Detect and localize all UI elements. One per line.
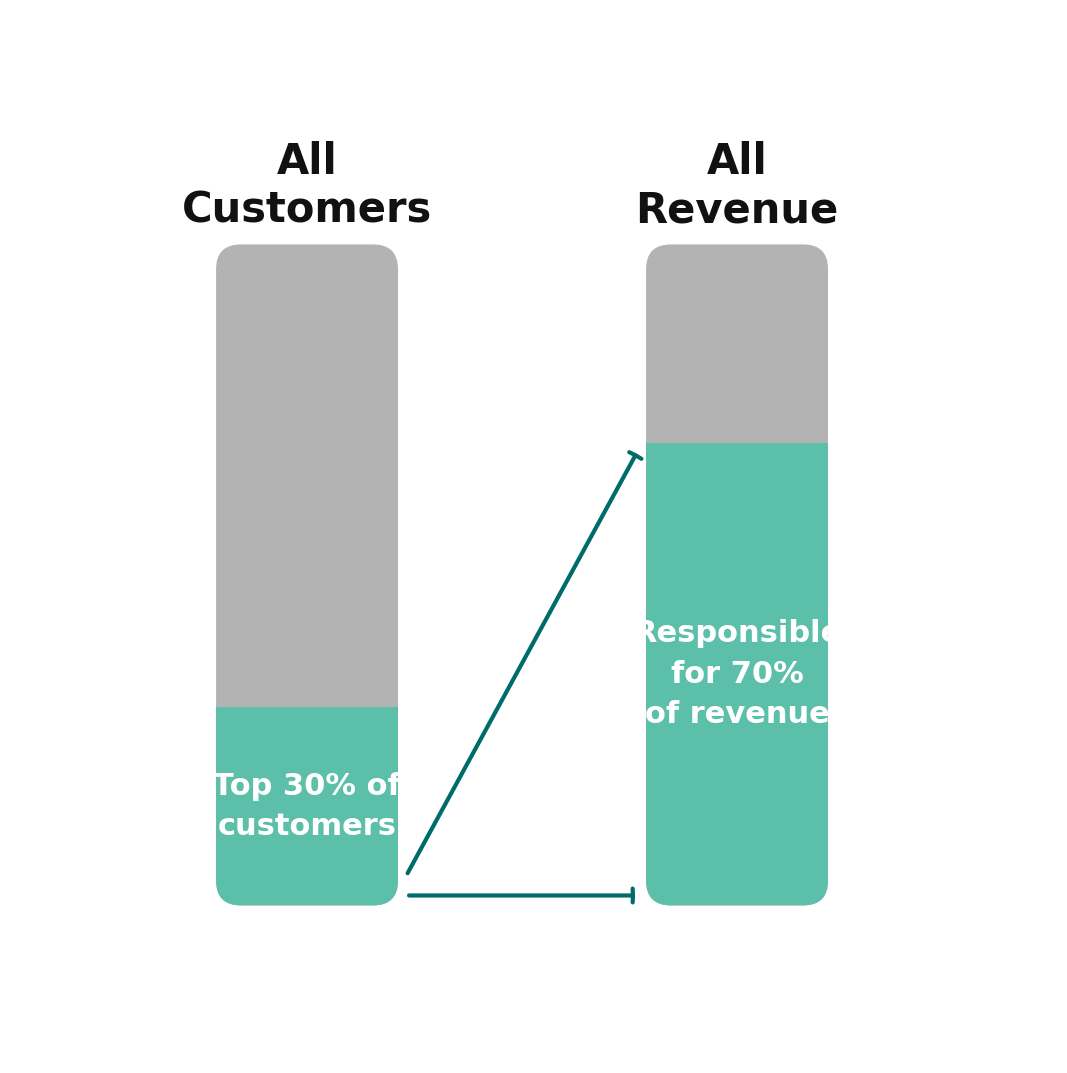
Text: All
Revenue: All Revenue [636, 142, 839, 232]
FancyBboxPatch shape [647, 245, 828, 906]
FancyBboxPatch shape [647, 245, 828, 906]
Text: All
Customers: All Customers [181, 142, 432, 232]
FancyBboxPatch shape [216, 245, 398, 906]
Text: Responsible
for 70%
of revenue: Responsible for 70% of revenue [633, 619, 841, 729]
FancyBboxPatch shape [216, 245, 398, 906]
Text: Top 30% of
customers: Top 30% of customers [213, 771, 401, 841]
